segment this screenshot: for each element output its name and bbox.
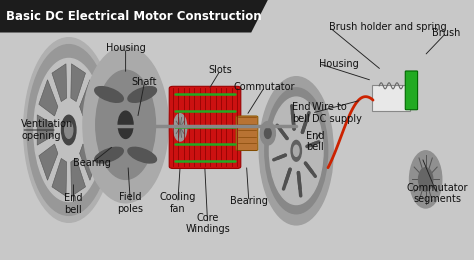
Polygon shape xyxy=(52,64,67,102)
Text: Brush holder and spring: Brush holder and spring xyxy=(329,22,447,32)
Ellipse shape xyxy=(24,38,114,222)
Ellipse shape xyxy=(259,77,333,225)
Ellipse shape xyxy=(260,122,275,145)
Text: Core
Windings: Core Windings xyxy=(185,213,230,235)
Polygon shape xyxy=(80,80,99,116)
Ellipse shape xyxy=(269,97,323,205)
Text: Commutator
segments: Commutator segments xyxy=(406,183,468,205)
Ellipse shape xyxy=(293,145,299,156)
Polygon shape xyxy=(52,158,67,196)
Ellipse shape xyxy=(265,88,328,214)
Text: Shaft: Shaft xyxy=(132,77,157,87)
Ellipse shape xyxy=(128,147,156,163)
Polygon shape xyxy=(0,0,268,32)
Text: Commutator: Commutator xyxy=(234,82,295,92)
Text: Housing: Housing xyxy=(319,59,359,69)
Ellipse shape xyxy=(96,70,155,179)
Text: Wire to
DC supply: Wire to DC supply xyxy=(312,102,362,124)
FancyBboxPatch shape xyxy=(169,86,241,168)
Ellipse shape xyxy=(410,151,442,208)
FancyBboxPatch shape xyxy=(236,116,258,151)
Polygon shape xyxy=(37,115,53,145)
Text: End
bell: End bell xyxy=(292,102,310,124)
Text: Housing: Housing xyxy=(106,43,146,53)
Ellipse shape xyxy=(34,58,104,202)
Text: Brush: Brush xyxy=(432,28,461,37)
Ellipse shape xyxy=(173,114,187,141)
Polygon shape xyxy=(84,115,100,145)
Text: Bearing: Bearing xyxy=(230,197,268,206)
Ellipse shape xyxy=(64,122,73,138)
Polygon shape xyxy=(71,64,85,102)
Ellipse shape xyxy=(118,111,133,138)
FancyBboxPatch shape xyxy=(372,85,410,111)
Text: Slots: Slots xyxy=(209,65,232,75)
Ellipse shape xyxy=(62,115,76,145)
Ellipse shape xyxy=(291,140,301,161)
Text: Basic DC Electrical Motor Construction: Basic DC Electrical Motor Construction xyxy=(6,10,261,23)
Polygon shape xyxy=(80,144,99,180)
Ellipse shape xyxy=(419,168,433,191)
Text: Cooling
fan: Cooling fan xyxy=(160,192,196,214)
Polygon shape xyxy=(39,80,58,116)
Ellipse shape xyxy=(95,87,123,102)
Polygon shape xyxy=(39,144,58,180)
Ellipse shape xyxy=(27,45,110,215)
Text: Field
poles: Field poles xyxy=(118,192,143,214)
Ellipse shape xyxy=(264,128,271,138)
Ellipse shape xyxy=(83,47,168,203)
Ellipse shape xyxy=(128,87,156,102)
Text: Ventilation
opening: Ventilation opening xyxy=(21,119,73,141)
Text: Bearing: Bearing xyxy=(73,158,111,167)
Text: End
bell: End bell xyxy=(64,193,83,215)
FancyBboxPatch shape xyxy=(405,71,418,110)
Polygon shape xyxy=(71,158,85,196)
Ellipse shape xyxy=(95,147,123,163)
Text: End
bell: End bell xyxy=(306,131,325,153)
